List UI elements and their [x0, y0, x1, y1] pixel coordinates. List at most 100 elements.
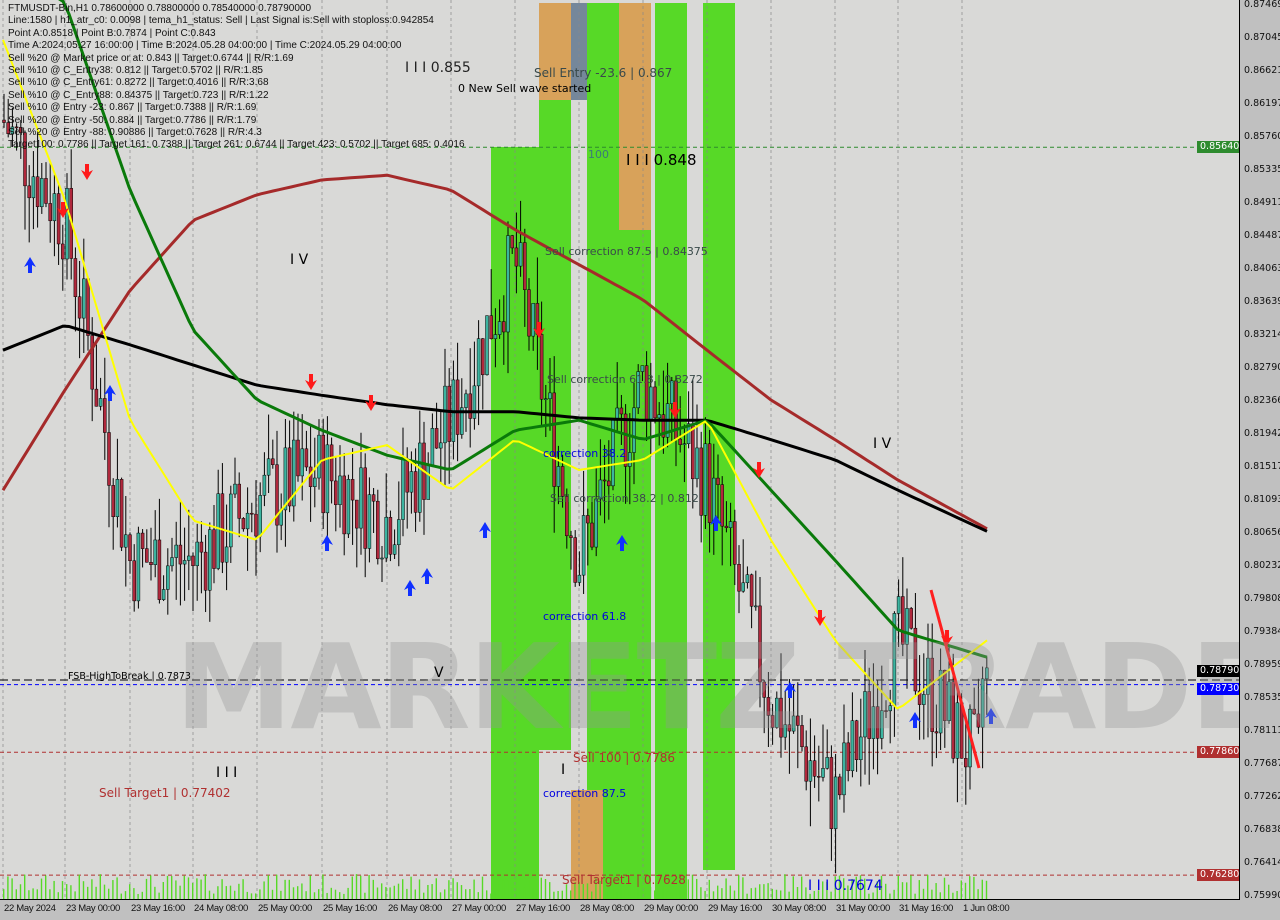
volume-bar	[171, 876, 173, 899]
price-tick: 0.80656	[1244, 527, 1280, 538]
volume-bar	[658, 893, 660, 899]
volume-bar	[780, 890, 782, 899]
candle-body	[455, 379, 460, 435]
wave-3-high-label: I I I 0.848	[626, 151, 697, 169]
volume-bar	[280, 890, 282, 899]
volume-bar	[880, 875, 883, 899]
price-tick: 0.75990	[1244, 890, 1280, 901]
volume-bar	[973, 876, 975, 899]
buy-arrow-icon	[616, 535, 628, 551]
price-tick: 0.77262	[1244, 791, 1280, 802]
green-zone	[587, 3, 603, 899]
candle-body	[94, 388, 99, 407]
volume-bar	[683, 878, 685, 899]
time-tick: 30 May 08:00	[772, 903, 826, 914]
candle-body	[800, 725, 804, 748]
fsb-high-to-break-label: FSB-HighToBreak | 0.7873	[68, 671, 191, 682]
candle-body	[619, 407, 624, 415]
volume-bar	[767, 883, 769, 899]
orange-zone	[619, 3, 651, 230]
candle-body	[325, 444, 330, 514]
sell-arrow-icon	[365, 395, 377, 411]
volume-bar	[24, 874, 26, 899]
time-tick: 23 May 16:00	[131, 903, 185, 914]
candle-body	[980, 678, 985, 728]
price-level-tag: 0.78730	[1197, 682, 1239, 695]
wave-iii-left-label: I I I	[216, 765, 238, 781]
candle-body	[212, 529, 216, 569]
candle-body	[426, 465, 430, 500]
candle-body	[191, 555, 195, 567]
volume-bar	[57, 892, 59, 899]
candle-body	[90, 335, 94, 390]
volume-bar	[297, 886, 299, 899]
candle-body	[489, 315, 493, 340]
candle-body	[287, 447, 292, 507]
candle-body	[812, 760, 817, 777]
candle-body	[493, 334, 498, 340]
candle-body	[203, 551, 208, 591]
price-tick: 0.78111	[1244, 725, 1280, 736]
volume-bar	[507, 880, 509, 899]
green-zone	[655, 3, 687, 899]
time-tick: 31 May 16:00	[899, 903, 953, 914]
candle-body	[896, 596, 901, 614]
volume-bar	[813, 891, 815, 899]
volume-bar	[87, 886, 89, 899]
volume-bar	[259, 889, 261, 899]
candle-body	[233, 483, 237, 495]
candle-body	[497, 321, 502, 335]
volume-bar	[893, 889, 895, 899]
volume-bar	[595, 878, 597, 899]
volume-bar	[717, 885, 719, 899]
volume-bar	[519, 890, 521, 899]
price-level-tag: 0.78790	[1197, 664, 1239, 677]
volume-bar	[376, 887, 379, 899]
candle-body	[573, 537, 577, 583]
volume-bar	[725, 878, 727, 899]
volume-bar	[28, 890, 30, 899]
chart-plot-area[interactable]: MARKETZ TRADE FTMUSDT-Bin,H1 0.78600000 …	[0, 0, 1240, 900]
candle-body	[216, 493, 220, 569]
buy-arrow-icon	[909, 712, 921, 728]
candle-body	[271, 458, 275, 465]
time-tick: 22 May 2024	[4, 903, 56, 914]
volume-bar	[36, 889, 38, 899]
volume-bar	[154, 886, 156, 899]
price-tick: 0.79808	[1244, 593, 1280, 604]
volume-bar	[536, 889, 538, 899]
volume-bar	[612, 881, 614, 899]
sell-correction-618-label: Sell correction 61.8 | 0.8272	[547, 373, 703, 386]
volume-bar	[166, 875, 169, 899]
volume-bar	[406, 888, 408, 899]
volume-bar	[326, 892, 328, 899]
volume-bar	[267, 875, 269, 899]
ma-yellow-line	[2, 39, 988, 710]
candle-body	[6, 122, 10, 134]
candle-body	[863, 691, 867, 738]
candle-body	[938, 669, 943, 734]
candle-body	[670, 380, 674, 404]
volume-bar	[11, 878, 13, 899]
candle-body	[590, 522, 594, 548]
price-tick: 0.85760	[1244, 131, 1280, 142]
price-tick: 0.84911	[1244, 197, 1280, 208]
sell-arrow-icon	[57, 202, 69, 218]
price-tick: 0.81942	[1244, 428, 1280, 439]
volume-bar	[935, 883, 937, 899]
volume-bar	[515, 878, 517, 899]
candle-body	[2, 119, 6, 123]
volume-bar	[771, 888, 773, 899]
candle-body	[77, 296, 82, 319]
candle-body	[787, 724, 792, 732]
candle-body	[943, 669, 947, 721]
candle-body	[405, 458, 409, 493]
price-tick: 0.78535	[1244, 692, 1280, 703]
candle-body	[712, 477, 716, 523]
volume-bar	[372, 879, 374, 899]
volume-bar	[742, 877, 744, 899]
orange-zone	[539, 3, 571, 100]
candle-body	[745, 574, 750, 584]
candle-body	[346, 479, 351, 535]
time-tick: 27 May 00:00	[452, 903, 506, 914]
